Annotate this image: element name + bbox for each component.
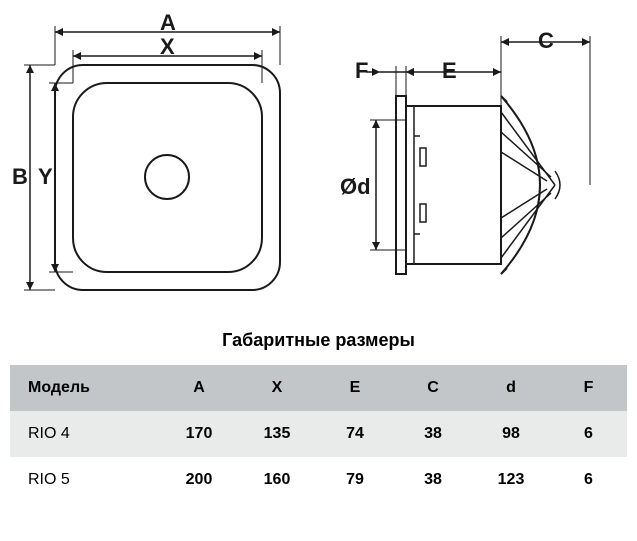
table-cell: 6 xyxy=(550,457,627,503)
dim-label-Y: Y xyxy=(38,164,53,190)
col-X: X xyxy=(238,365,316,411)
diagram-area: AX BY F E C Ød xyxy=(10,10,627,310)
dim-label-E: E xyxy=(442,58,457,84)
table-title: Габаритные размеры xyxy=(10,330,627,351)
dim-label-F: F xyxy=(355,58,368,84)
table-cell: RIO 5 xyxy=(10,457,160,503)
dim-label-A: A xyxy=(160,10,176,36)
col-F: F xyxy=(550,365,627,411)
technical-drawing xyxy=(10,10,627,310)
col-d: d xyxy=(472,365,550,411)
table-cell: 123 xyxy=(472,457,550,503)
dim-label-C: C xyxy=(538,28,554,54)
table-cell: 160 xyxy=(238,457,316,503)
table-cell: 74 xyxy=(316,411,394,457)
dimensions-table: МодельAXECdF RIO 41701357438986RIO 52001… xyxy=(10,365,627,503)
table-row: RIO 520016079381236 xyxy=(10,457,627,503)
table-cell: 6 xyxy=(550,411,627,457)
col-Модель: Модель xyxy=(10,365,160,411)
table-cell: 98 xyxy=(472,411,550,457)
table-cell: 170 xyxy=(160,411,238,457)
table-row: RIO 41701357438986 xyxy=(10,411,627,457)
col-A: A xyxy=(160,365,238,411)
dim-label-X: X xyxy=(160,34,175,60)
dim-label-Ød: Ød xyxy=(340,174,371,200)
table-cell: 79 xyxy=(316,457,394,503)
table-cell: RIO 4 xyxy=(10,411,160,457)
col-E: E xyxy=(316,365,394,411)
table-cell: 38 xyxy=(394,411,472,457)
table-cell: 200 xyxy=(160,457,238,503)
table-cell: 38 xyxy=(394,457,472,503)
table-cell: 135 xyxy=(238,411,316,457)
dim-label-B: B xyxy=(12,164,28,190)
col-C: C xyxy=(394,365,472,411)
table-header-row: МодельAXECdF xyxy=(10,365,627,411)
